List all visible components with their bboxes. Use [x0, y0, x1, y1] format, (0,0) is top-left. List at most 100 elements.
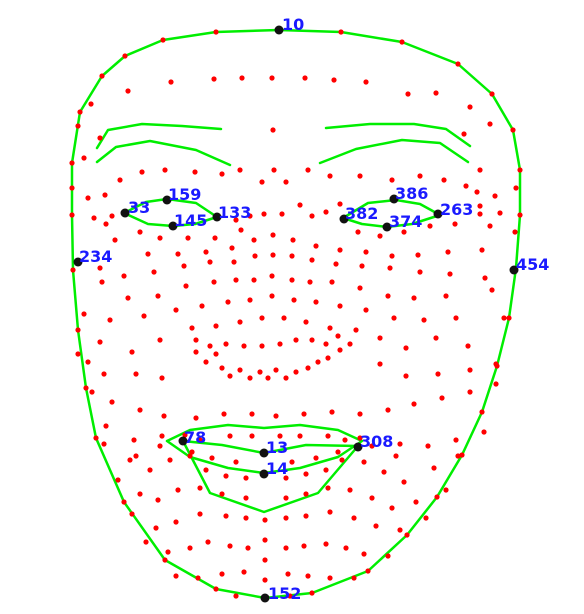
- mesh-point: [305, 167, 311, 173]
- mesh-point: [327, 575, 333, 581]
- key-landmark-label: 263: [440, 200, 473, 219]
- mesh-point: [121, 273, 127, 279]
- mesh-point: [97, 265, 103, 271]
- mesh-point: [203, 467, 209, 473]
- mesh-point: [227, 543, 233, 549]
- mesh-point: [159, 375, 165, 381]
- mesh-point: [285, 571, 291, 577]
- mesh-point: [225, 299, 231, 305]
- mesh-point: [453, 315, 459, 321]
- mesh-point: [289, 459, 295, 465]
- mesh-point: [219, 365, 225, 371]
- mesh-point: [337, 347, 343, 353]
- mesh-point: [262, 517, 268, 523]
- mesh-point: [157, 235, 163, 241]
- mesh-point: [309, 257, 315, 263]
- key-landmark-point: [212, 212, 222, 222]
- mesh-point: [239, 75, 245, 81]
- mesh-point: [401, 229, 407, 235]
- mesh-point: [309, 213, 315, 219]
- mesh-point: [338, 29, 344, 35]
- key-landmark-label: 33: [128, 198, 150, 217]
- mesh-point: [327, 509, 333, 515]
- mesh-point: [305, 573, 311, 579]
- mesh-point: [315, 359, 321, 365]
- mesh-point: [323, 209, 329, 215]
- mesh-point: [323, 341, 329, 347]
- mesh-point: [411, 401, 417, 407]
- mesh-point: [337, 201, 343, 207]
- mesh-point: [88, 101, 94, 107]
- key-landmark-label: 10: [282, 15, 304, 34]
- mesh-point: [441, 177, 447, 183]
- mesh-point: [197, 437, 203, 443]
- mesh-point: [467, 367, 473, 373]
- key-landmark-point: [178, 436, 188, 446]
- mesh-point: [213, 586, 219, 592]
- mesh-point: [347, 487, 353, 493]
- mesh-point: [219, 171, 225, 177]
- mesh-point: [273, 367, 279, 373]
- mesh-point: [165, 549, 171, 555]
- mesh-point: [433, 90, 439, 96]
- mesh-point: [91, 215, 97, 221]
- mesh-point: [365, 568, 371, 574]
- mesh-point: [361, 459, 367, 465]
- mesh-point: [251, 277, 257, 283]
- mesh-point: [103, 221, 109, 227]
- mesh-point: [173, 307, 179, 313]
- mesh-point: [481, 429, 487, 435]
- mesh-point: [155, 497, 161, 503]
- key-landmark-label: 14: [266, 459, 288, 478]
- mesh-point: [143, 539, 149, 545]
- left-brow-upper-contour: [95, 122, 223, 150]
- key-landmark-point: [260, 593, 270, 603]
- mesh-point: [193, 415, 199, 421]
- mesh-point: [93, 435, 99, 441]
- mesh-point: [271, 167, 277, 173]
- mesh-point: [89, 389, 95, 395]
- right-brow-lower-contour: [318, 138, 470, 165]
- mesh-point: [69, 160, 75, 166]
- mesh-point: [69, 212, 75, 218]
- key-landmark-point: [259, 448, 269, 458]
- mesh-point: [101, 371, 107, 377]
- mesh-point: [127, 457, 133, 463]
- mesh-point: [459, 452, 465, 458]
- mesh-point: [101, 441, 107, 447]
- mesh-point: [381, 469, 387, 475]
- mesh-point: [309, 337, 315, 343]
- mesh-point: [297, 202, 303, 208]
- mesh-point: [193, 337, 199, 343]
- mesh-point: [479, 409, 485, 415]
- mesh-point: [97, 339, 103, 345]
- mesh-point: [205, 539, 211, 545]
- mesh-point: [363, 79, 369, 85]
- mesh-point: [289, 253, 295, 259]
- mesh-point: [261, 211, 267, 217]
- mesh-point: [237, 319, 243, 325]
- mesh-point: [325, 433, 331, 439]
- mesh-point: [489, 91, 495, 97]
- mesh-point: [343, 545, 349, 551]
- key-landmark-label: 382: [345, 204, 378, 223]
- right-brow-upper-contour: [324, 122, 472, 148]
- mesh-point: [327, 325, 333, 331]
- mesh-point: [133, 371, 139, 377]
- mesh-point: [131, 437, 137, 443]
- mesh-point: [309, 590, 315, 596]
- mesh-point: [75, 123, 81, 129]
- mesh-point: [259, 315, 265, 321]
- key-landmark-label: 159: [168, 185, 201, 204]
- mesh-point: [337, 247, 343, 253]
- mesh-point: [137, 229, 143, 235]
- mesh-point: [467, 104, 473, 110]
- mesh-point: [139, 169, 145, 175]
- mesh-point: [187, 453, 193, 459]
- mesh-point: [293, 369, 299, 375]
- mesh-point: [161, 413, 167, 419]
- mesh-point: [270, 127, 276, 133]
- key-landmark-point: [339, 214, 349, 224]
- mesh-point: [463, 183, 469, 189]
- mesh-point: [167, 457, 173, 463]
